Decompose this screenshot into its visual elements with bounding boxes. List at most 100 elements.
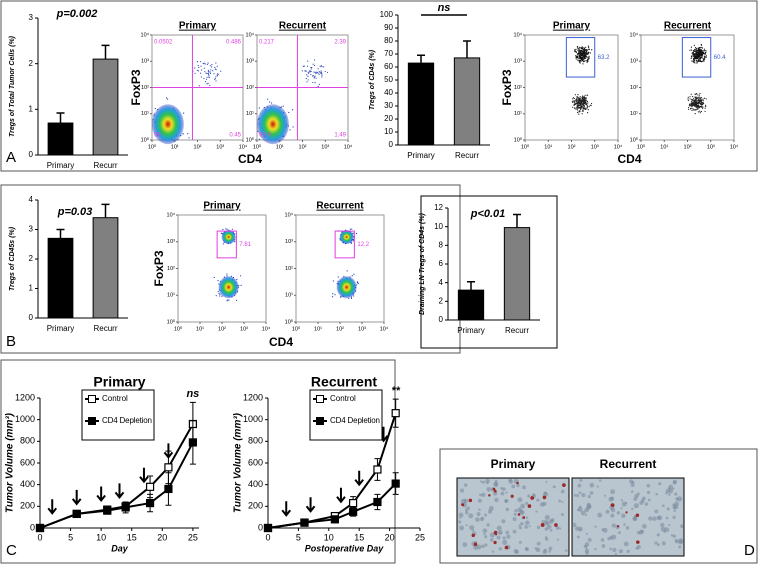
event-dot bbox=[220, 70, 222, 72]
event-dot bbox=[585, 60, 587, 62]
legend-marker bbox=[316, 417, 324, 425]
event-dot bbox=[696, 62, 698, 64]
event-dot bbox=[691, 100, 693, 102]
event-dot bbox=[221, 295, 223, 297]
y-tick-label: 1 bbox=[29, 104, 34, 113]
event-dot bbox=[194, 72, 196, 74]
event-dot bbox=[307, 60, 309, 62]
event-dot bbox=[696, 57, 699, 59]
event-dot bbox=[288, 111, 290, 114]
event-dot bbox=[580, 97, 582, 99]
event-dot bbox=[206, 83, 208, 85]
event-dot bbox=[700, 46, 702, 48]
stained-cell bbox=[504, 545, 509, 550]
event-dot bbox=[575, 51, 577, 53]
event-dot bbox=[583, 47, 585, 49]
cell-nucleus bbox=[514, 509, 518, 513]
x-tick-label: 10³ bbox=[240, 326, 248, 332]
event-dot bbox=[580, 57, 583, 59]
event-dot bbox=[240, 284, 242, 286]
event-dot bbox=[205, 80, 207, 83]
y-tick-label: 10³ bbox=[167, 239, 175, 245]
event-dot bbox=[697, 97, 699, 99]
x-tick-label: 20 bbox=[385, 532, 395, 542]
cell-nucleus bbox=[535, 547, 541, 553]
event-dot bbox=[187, 133, 189, 135]
data-point bbox=[188, 438, 197, 447]
data-point bbox=[330, 515, 339, 524]
event-dot bbox=[575, 48, 577, 50]
event-dot bbox=[572, 106, 574, 108]
y-tick-label: 10¹ bbox=[167, 293, 175, 299]
cell-nucleus bbox=[459, 525, 465, 531]
event-dot bbox=[577, 49, 579, 52]
event-dot bbox=[693, 109, 695, 111]
cell-nucleus bbox=[662, 504, 665, 508]
y-tick-label: 12 bbox=[434, 203, 443, 212]
cell-nucleus bbox=[561, 513, 565, 517]
event-dot bbox=[267, 98, 269, 100]
event-dot bbox=[154, 107, 156, 110]
event-dot bbox=[583, 107, 586, 109]
event-dot bbox=[694, 53, 696, 55]
event-dot bbox=[699, 112, 701, 114]
event-dot bbox=[319, 65, 321, 67]
event-dot bbox=[321, 76, 323, 78]
cell-nucleus bbox=[620, 507, 623, 510]
event-dot bbox=[694, 56, 697, 58]
y-tick-label: 10¹ bbox=[246, 111, 254, 117]
event-dot bbox=[215, 295, 217, 297]
stained-cell bbox=[527, 504, 532, 508]
category-label: Primary bbox=[47, 161, 75, 170]
y-tick-label: 0 bbox=[439, 315, 444, 324]
event-dot bbox=[188, 137, 190, 139]
event-dot bbox=[579, 106, 581, 109]
annotation: p=0.002 bbox=[56, 8, 98, 20]
gate-label: 7.81 bbox=[239, 242, 251, 248]
cell-nucleus bbox=[626, 549, 630, 554]
event-dot bbox=[572, 100, 574, 102]
event-dot bbox=[699, 57, 702, 59]
event-dot bbox=[309, 70, 312, 72]
gate-box bbox=[334, 230, 355, 259]
event-dot bbox=[578, 59, 580, 61]
panel-a-frame bbox=[0, 0, 758, 172]
chart-title: Primary bbox=[93, 374, 145, 390]
event-dot bbox=[694, 57, 696, 59]
event-dot bbox=[695, 93, 697, 96]
event-dot bbox=[313, 64, 316, 67]
cell-nucleus bbox=[623, 523, 626, 526]
cell-nucleus bbox=[462, 542, 468, 548]
y-axis-label: FoxP3 bbox=[152, 250, 166, 286]
stained-cell bbox=[522, 516, 526, 519]
event-dot bbox=[693, 60, 695, 62]
data-point bbox=[391, 409, 400, 418]
cell-nucleus bbox=[585, 513, 588, 517]
event-dot bbox=[581, 60, 584, 62]
event-dot bbox=[586, 107, 588, 109]
event-dot bbox=[226, 273, 228, 275]
y-tick-label: 10⁴ bbox=[246, 31, 255, 38]
y-tick-label: 10² bbox=[285, 266, 293, 272]
event-dot bbox=[577, 97, 579, 99]
gate-box bbox=[681, 37, 712, 78]
panel-label: A bbox=[6, 149, 16, 166]
bar bbox=[92, 217, 119, 319]
event-dot bbox=[215, 80, 217, 82]
data-point bbox=[164, 463, 173, 472]
event-dot bbox=[200, 65, 202, 67]
x-tick-label: 10¹ bbox=[660, 144, 668, 150]
event-dot bbox=[314, 81, 316, 84]
stained-cell bbox=[473, 542, 478, 547]
event-dot bbox=[204, 63, 206, 65]
y-tick-label: 50 bbox=[384, 75, 393, 84]
event-dot bbox=[303, 65, 305, 67]
x-tick-label: 10³ bbox=[358, 326, 366, 332]
cell-nucleus bbox=[576, 494, 580, 498]
cell-nucleus bbox=[504, 498, 509, 503]
event-dot bbox=[574, 50, 576, 52]
treatment-arrow bbox=[281, 501, 292, 517]
event-dot bbox=[332, 280, 334, 282]
